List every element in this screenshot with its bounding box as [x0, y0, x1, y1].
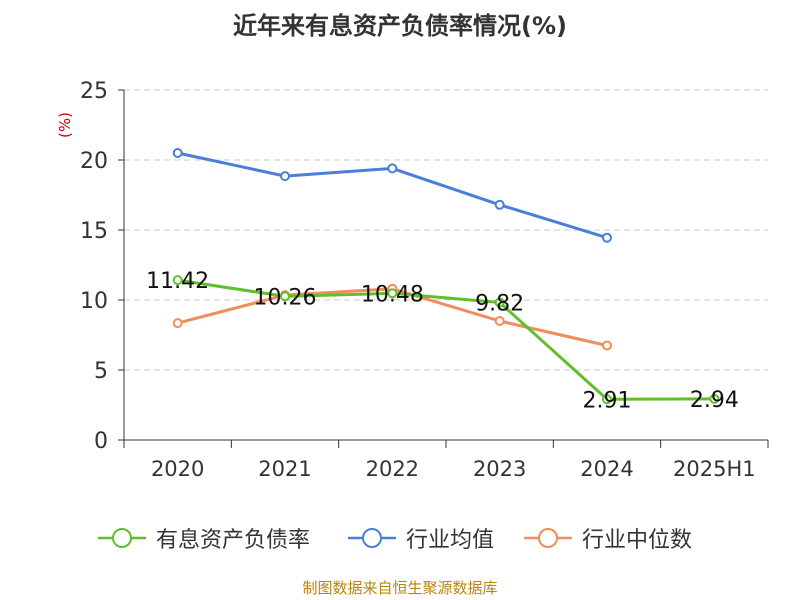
data-point [172, 318, 183, 329]
data-label: 10.26 [254, 285, 317, 310]
y-tick-label: 0 [94, 429, 108, 454]
data-point [494, 199, 505, 210]
data-point [494, 316, 505, 326]
x-tick-label: 2022 [366, 457, 419, 481]
data-point [602, 232, 612, 243]
x-tick-label: 2023 [473, 457, 526, 481]
data-point [387, 288, 398, 299]
series-lines [172, 148, 720, 405]
legend-marker-icon [348, 528, 396, 548]
y-axis-label: (%) [56, 112, 74, 138]
legend-item-series-2[interactable]: 行业中位数 [522, 520, 692, 556]
data-label: 2.94 [690, 388, 739, 413]
source-note: 制图数据来自恒生聚源数据库 [302, 579, 498, 597]
legend-item-series-1[interactable]: 行业均值 [346, 520, 494, 556]
grid-lines [124, 89, 768, 371]
legend-item-series-0[interactable]: 有息资产负债率 [96, 520, 310, 556]
x-tick-label: 2020 [151, 457, 204, 481]
chart-title: 近年来有息资产负债率情况(%) [233, 12, 567, 40]
data-label: 10.48 [361, 282, 424, 307]
data-point [387, 163, 398, 174]
legend-marker-icon [98, 528, 146, 548]
data-label: 11.42 [146, 269, 209, 294]
y-tick-label: 20 [80, 149, 108, 174]
x-tick-label: 2021 [258, 457, 311, 481]
x-tick-label: 2024 [580, 457, 633, 481]
axes: 0 5 10 15 20 25 2020 2021 2022 2023 2024 2025H1 (%) [56, 79, 769, 481]
data-point [494, 297, 505, 308]
data-point [602, 340, 612, 351]
y-tick-label: 15 [80, 219, 108, 244]
series-line [177, 278, 715, 401]
data-labels: 11.42 10.26 10.48 9.82 2.91 2.94 [146, 269, 739, 413]
data-point [709, 393, 720, 404]
legend: 有息资产负债率 行业均值 行业中位数 [0, 520, 800, 556]
data-point [172, 275, 183, 286]
legend-label: 行业均值 [406, 528, 495, 553]
y-tick-label: 5 [94, 359, 108, 384]
data-point [280, 291, 290, 302]
legend-label: 有息资产负债率 [156, 528, 311, 553]
legend-marker-icon [524, 528, 572, 548]
y-tick-label: 25 [80, 79, 108, 104]
data-point [602, 394, 612, 405]
data-point [172, 148, 183, 158]
legend-label: 行业中位数 [582, 528, 693, 553]
data-label: 9.82 [475, 292, 524, 317]
y-tick-label: 10 [80, 289, 108, 314]
data-point [280, 171, 290, 182]
data-label: 2.91 [583, 388, 632, 413]
x-tick-label: 2025H1 [673, 457, 756, 481]
